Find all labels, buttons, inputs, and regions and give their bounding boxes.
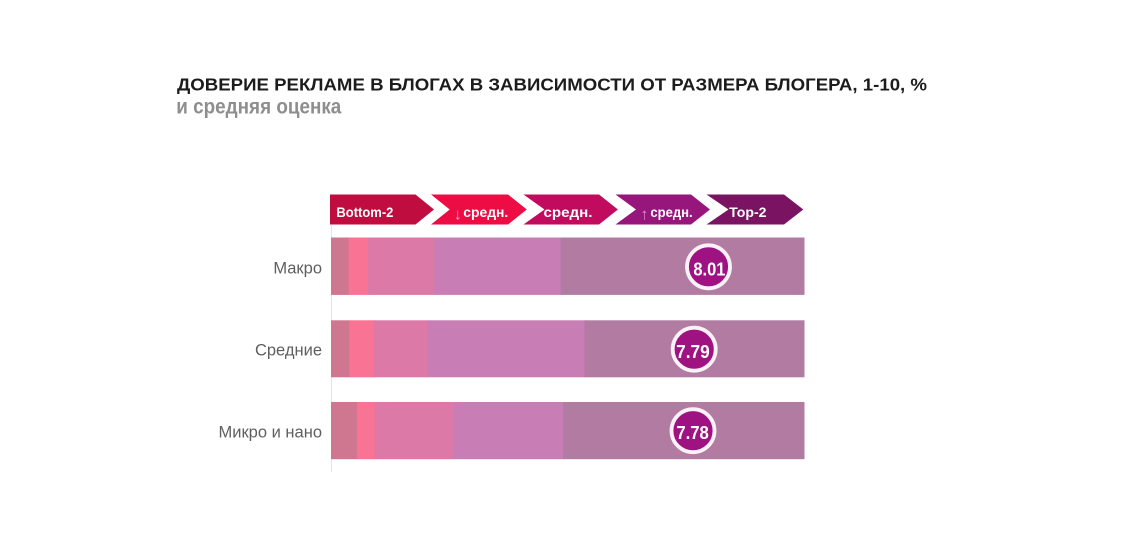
svg-text:Bottom-2: Bottom-2: [336, 205, 393, 220]
svg-text:↑: ↑: [641, 206, 649, 223]
svg-text:средн.: средн.: [544, 205, 593, 220]
svg-text:7.79: 7.79: [676, 342, 710, 363]
svg-text:средн.: средн.: [463, 205, 508, 220]
svg-text:7.78: 7.78: [676, 423, 709, 444]
svg-text:8.01: 8.01: [693, 260, 725, 281]
svg-text:Средние: Средние: [255, 342, 322, 360]
svg-text:↓: ↓: [454, 206, 462, 223]
svg-text:Микро и нано: Микро и нано: [219, 424, 323, 442]
svg-text:Макро: Макро: [273, 259, 322, 277]
svg-text:средн.: средн.: [650, 205, 692, 220]
svg-text:Top-2: Top-2: [729, 205, 766, 220]
svg-text:и средняя оценка: и средняя оценка: [176, 96, 341, 119]
svg-text:ДОВЕРИЕ РЕКЛАМЕ В БЛОГАХ В ЗАВ: ДОВЕРИЕ РЕКЛАМЕ В БЛОГАХ В ЗАВИСИМОСТИ О…: [177, 74, 927, 94]
